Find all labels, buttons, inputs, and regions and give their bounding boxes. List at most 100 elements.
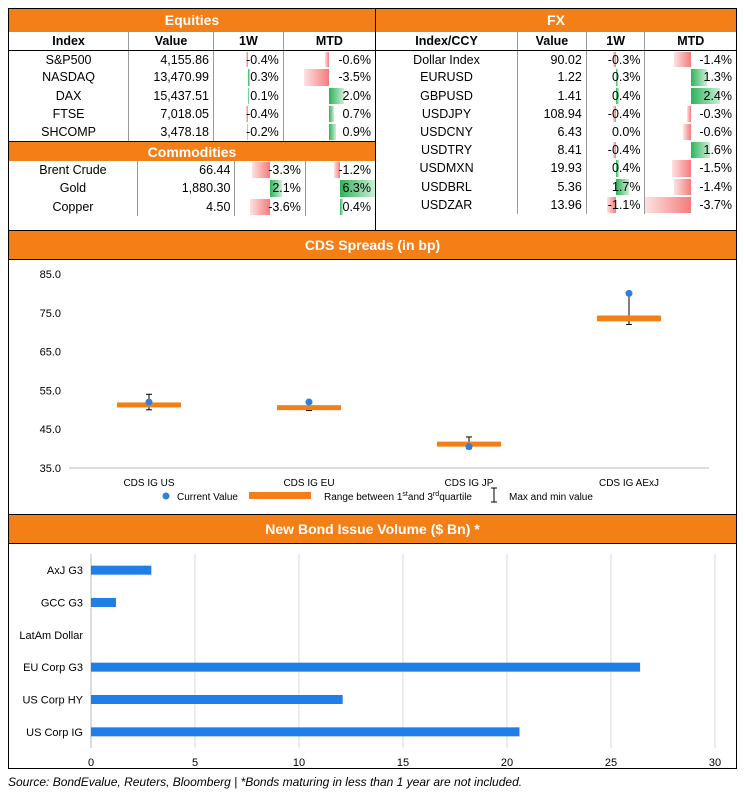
change-cell: -3.5% <box>283 68 375 86</box>
row-name: SHCOMP <box>9 122 130 142</box>
bond-chart: 0 5 10 15 20 25 30 AxJ G3 GCC G3 LatAm Dollar EU C… <box>19 554 721 769</box>
change-cell: 2.0% <box>283 87 375 105</box>
change-cell: -0.3% <box>586 50 646 69</box>
equities-table: Index Value 1W MTD S&P500 4,155.86 -0.4% -0.6%… <box>9 32 375 142</box>
table-row: Brent Crude 66.44 -3.3% -1.2% <box>9 161 375 180</box>
row-name: EURUSD <box>376 68 519 87</box>
change-cell: 0.0% <box>586 122 646 142</box>
row-value: 1,880.30 <box>137 179 236 198</box>
row-value: 1.22 <box>517 68 587 87</box>
change-cell: 1.3% <box>645 68 736 86</box>
row-value: 4,155.86 <box>128 50 214 69</box>
row-name: Brent Crude <box>9 161 138 180</box>
change-value: -1.2% <box>338 163 371 178</box>
table-row: USDCNY 6.43 0.0% -0.6% <box>376 122 736 142</box>
change-value: -0.2% <box>246 125 279 140</box>
row-name: S&P500 <box>9 50 130 69</box>
change-value: -0.4% <box>246 52 279 67</box>
change-cell: -0.4% <box>586 141 646 160</box>
change-value: -0.3% <box>699 106 732 121</box>
row-value: 108.94 <box>517 104 587 123</box>
change-value: -0.6% <box>338 52 371 67</box>
quartile-range-bar <box>597 315 661 322</box>
change-value: -0.4% <box>607 106 641 121</box>
change-bar <box>250 198 271 215</box>
change-cell: 6.3% <box>305 179 375 197</box>
table-row: USDTRY 8.41 -0.4% 1.6% <box>376 141 736 160</box>
legend-range-part: and 3 <box>408 492 433 503</box>
change-value: 2.4% <box>703 88 733 103</box>
table-row: USDBRL 5.36 1.7% -1.4% <box>376 177 736 196</box>
cds-chart-area: 35.0 45.0 55.0 65.0 75.0 85.0 CDS IG US CDS IG … <box>9 260 736 515</box>
change-value: -1.1% <box>607 197 641 212</box>
change-value: -3.5% <box>338 70 371 85</box>
equities-commodities-panel: Equities Index Value 1W MTD S&P500 4,155.86 -… <box>9 9 376 230</box>
change-value: -3.3% <box>268 163 301 178</box>
dashboard-frame: Equities Index Value 1W MTD S&P500 4,155.86-… <box>8 8 737 769</box>
legend-range-part: quartile <box>439 492 472 503</box>
column-header: Value <box>517 32 587 51</box>
change-value: -0.4% <box>246 106 279 121</box>
change-value: 1.3% <box>703 70 733 85</box>
current-value-point <box>305 398 313 406</box>
y-category-label: GCC G3 <box>41 598 83 610</box>
table-row: DAX 15,437.51 0.1% 2.0% <box>9 86 375 105</box>
row-value: 13.96 <box>517 195 587 214</box>
row-name: FTSE <box>9 104 130 123</box>
change-bar <box>673 178 691 195</box>
change-value: 0.4% <box>611 161 641 176</box>
change-cell: 0.3% <box>586 68 646 87</box>
legend-range-label: Range between 1st and 3rd quartile <box>324 491 472 503</box>
change-cell: -3.3% <box>234 161 306 180</box>
current-value-point <box>145 398 153 406</box>
change-value: 0.9% <box>342 125 372 140</box>
change-value: -0.4% <box>607 143 641 158</box>
current-value-point <box>625 289 633 297</box>
x-tick-label: CDS IG AExJ <box>599 478 659 489</box>
y-tick-label: 85.0 <box>40 269 61 281</box>
row-name: USDTRY <box>376 141 519 160</box>
y-tick-label: 45.0 <box>40 424 61 436</box>
source-footer: Source: BondEvalue, Reuters, Bloomberg |… <box>8 775 523 789</box>
change-bar <box>615 69 618 86</box>
change-cell: -1.2% <box>305 161 375 179</box>
change-bar <box>325 51 330 68</box>
y-category-label: AxJ G3 <box>47 565 83 577</box>
change-bar <box>270 180 282 197</box>
table-row: USDZAR 13.96 -1.1% -3.7% <box>376 195 736 214</box>
change-value: 6.3% <box>342 181 372 196</box>
commodities-table: Brent Crude 66.44 -3.3% -1.2% Gold 1,880.30 2.… <box>9 161 375 216</box>
change-bar <box>246 105 249 122</box>
change-cell: 1.7% <box>586 177 646 196</box>
table-row: USDMXN 19.93 0.4% -1.5% <box>376 159 736 178</box>
row-name: Gold <box>9 179 138 198</box>
column-header: Value <box>128 32 214 51</box>
column-header: 1W <box>586 32 646 51</box>
y-category-label: US Corp IG <box>26 727 83 739</box>
change-bar <box>329 87 344 104</box>
change-bar <box>687 105 691 122</box>
fx-header: FX <box>376 9 736 32</box>
table-row: GBPUSD 1.41 0.4% 2.4% <box>376 86 736 105</box>
table-row: NASDAQ 13,470.99 0.3% -3.5% <box>9 68 375 87</box>
change-bar <box>613 51 616 68</box>
change-bar <box>683 123 691 141</box>
column-header: Index/CCY <box>376 32 519 51</box>
change-value: -3.7% <box>699 197 732 212</box>
y-category-label: LatAm Dollar <box>19 630 83 642</box>
x-tick-label: 5 <box>192 757 198 768</box>
change-value: 0.1% <box>250 88 279 103</box>
change-value: 0.7% <box>342 106 372 121</box>
cds-chart-title: CDS Spreads (in bp) <box>9 231 736 260</box>
x-tick-label: 10 <box>293 757 305 768</box>
bond-chart-area: 0 5 10 15 20 25 30 AxJ G3 GCC G3 LatAm Dollar EU C… <box>9 544 736 769</box>
fx-panel: FX Index/CCY Value 1W MTD Dollar Index 90.02… <box>376 9 736 230</box>
change-value: -0.3% <box>607 52 641 67</box>
change-cell: -0.4% <box>213 50 284 69</box>
change-bar <box>690 69 707 86</box>
change-bar <box>615 160 619 177</box>
bond-volume-bar <box>91 598 116 607</box>
change-value: -0.6% <box>699 125 732 140</box>
row-value: 7,018.05 <box>128 104 214 123</box>
bond-chart-title: New Bond Issue Volume ($ Bn) * <box>9 515 736 544</box>
